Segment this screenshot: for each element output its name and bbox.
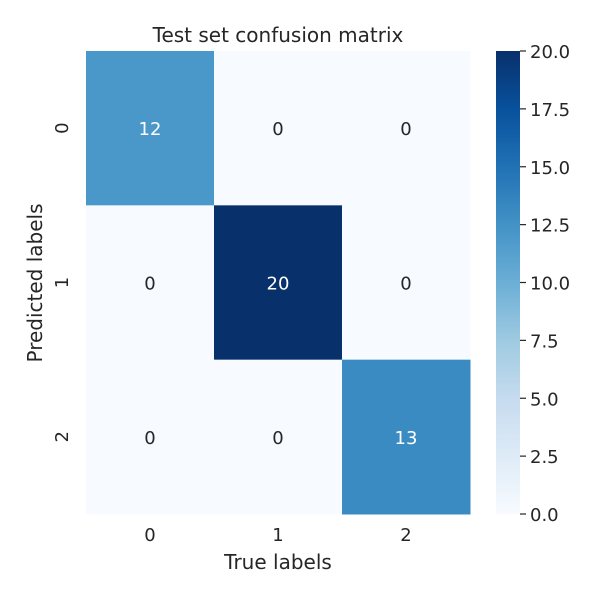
y-tick-label: 2	[52, 431, 73, 442]
colorbar-tick-label: 10.0	[530, 274, 570, 295]
y-tick-label: 1	[52, 277, 73, 288]
colorbar	[496, 51, 520, 514]
colorbar-tick-label: 0.0	[530, 505, 559, 526]
chart-title: Test set confusion matrix	[152, 23, 404, 47]
heatmap-cell	[342, 51, 471, 206]
x-tick-label: 1	[272, 525, 283, 546]
y-tick-labels: 0 1 2	[52, 122, 73, 442]
heatmap-cell	[214, 359, 343, 515]
x-tick-label: 0	[144, 525, 155, 546]
cell-value-label: 0	[272, 428, 283, 449]
cell-value-label: 0	[400, 274, 411, 295]
colorbar-tick-label: 20.0	[530, 42, 570, 63]
heatmap-cell	[342, 359, 471, 515]
cell-value-label: 0	[272, 119, 283, 140]
cell-value-label: 0	[400, 119, 411, 140]
heatmap-cell	[86, 51, 215, 206]
heatmap-cell	[342, 205, 471, 361]
heatmap-cell	[86, 205, 215, 361]
cell-value-label: 13	[395, 428, 418, 449]
heatmap-cell	[86, 359, 215, 515]
y-axis-label: Predicted labels	[23, 203, 47, 362]
colorbar-tick-label: 5.0	[530, 389, 559, 410]
x-tick-label: 2	[400, 525, 411, 546]
x-axis-label: True labels	[223, 550, 332, 574]
x-tick-labels: 0 1 2	[144, 525, 411, 546]
heatmap-cell	[214, 51, 343, 206]
colorbar-tick-label: 17.5	[530, 100, 570, 121]
cell-value-label: 12	[139, 119, 162, 140]
heatmap-cell	[214, 205, 343, 361]
cell-value-label: 0	[144, 428, 155, 449]
colorbar-tick-label: 7.5	[530, 331, 559, 352]
y-tick-label: 0	[52, 122, 73, 133]
colorbar-tick-label: 15.0	[530, 158, 570, 179]
colorbar-tick-label: 2.5	[530, 447, 559, 468]
colorbar-ticks: 0.0 2.5 5.0 7.5 10.0 12.5 15.0 17.5 20.0	[520, 42, 570, 526]
cell-value-label: 20	[267, 274, 290, 295]
heatmap-cells: 12 0 0 0 20 0 0 0 13	[86, 51, 471, 515]
cell-value-label: 0	[144, 274, 155, 295]
colorbar-tick-label: 12.5	[530, 216, 570, 237]
